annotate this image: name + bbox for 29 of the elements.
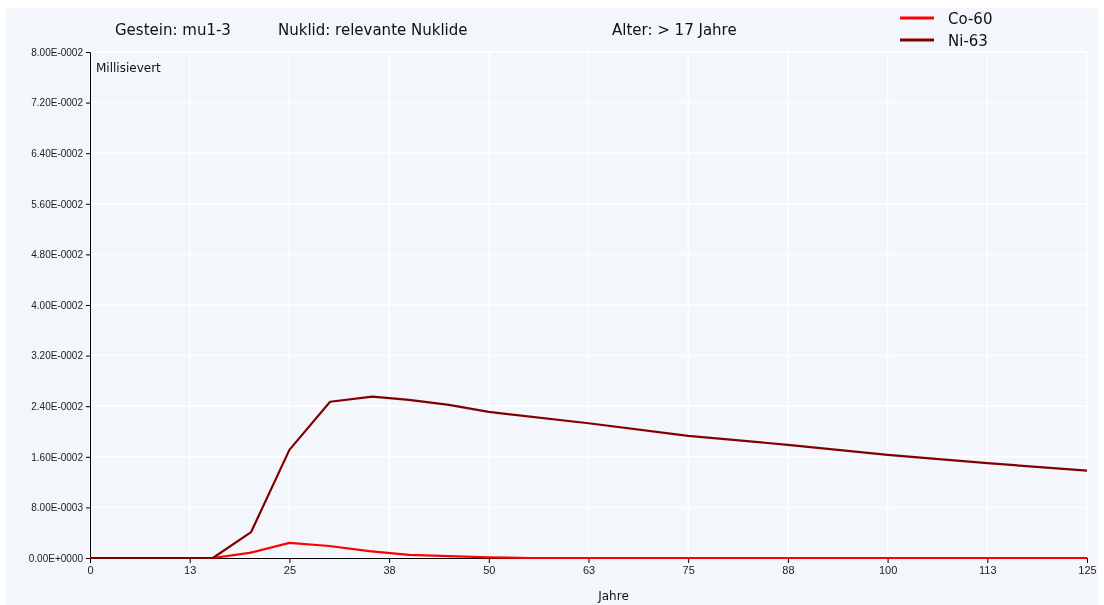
x-tick-label: 13 [184, 563, 197, 576]
x-tick-label: 113 [979, 563, 997, 576]
chart-subtitle: Nuklid: relevante Nuklide [278, 21, 468, 39]
y-tick-label: 8.00E-0003 [31, 502, 84, 514]
y-tick-label: 1.60E-0002 [31, 451, 84, 463]
x-tick-label: 75 [682, 563, 695, 576]
x-tick-label: 63 [582, 563, 596, 576]
x-tick-label: 100 [878, 563, 898, 576]
text: Alter: > 17 Jahre [612, 21, 737, 39]
y-tick-label: 6.40E-0002 [31, 147, 84, 159]
y-tick-label: 4.00E-0002 [31, 299, 84, 311]
legend-label: Co-60 [948, 10, 993, 28]
y-tick-label: 8.00E-0002 [31, 46, 84, 58]
y-tick-label: 5.60E-0002 [31, 198, 84, 210]
y-tick-label: 3.20E-0002 [31, 350, 84, 362]
x-tick-label: 125 [1078, 563, 1097, 576]
x-tick-label: 38 [383, 563, 396, 576]
legend-label: Ni-63 [948, 32, 988, 50]
y-tick-label: 7.20E-0002 [31, 97, 84, 109]
y-tick-label: 0.00E+0000 [28, 552, 84, 564]
x-tick-label: 88 [782, 563, 795, 576]
y-tick-label: 2.40E-0002 [31, 400, 84, 412]
y-tick-label: 4.80E-0002 [31, 249, 84, 261]
chart-title: Gestein: mu1-3 [115, 21, 231, 39]
x-tick-label: 50 [483, 563, 496, 576]
y-axis-title: Millisievert [96, 61, 162, 75]
x-tick-label: 25 [283, 563, 297, 576]
x-tick-label: 0 [87, 563, 94, 576]
x-axis-title: Jahre [597, 589, 629, 603]
